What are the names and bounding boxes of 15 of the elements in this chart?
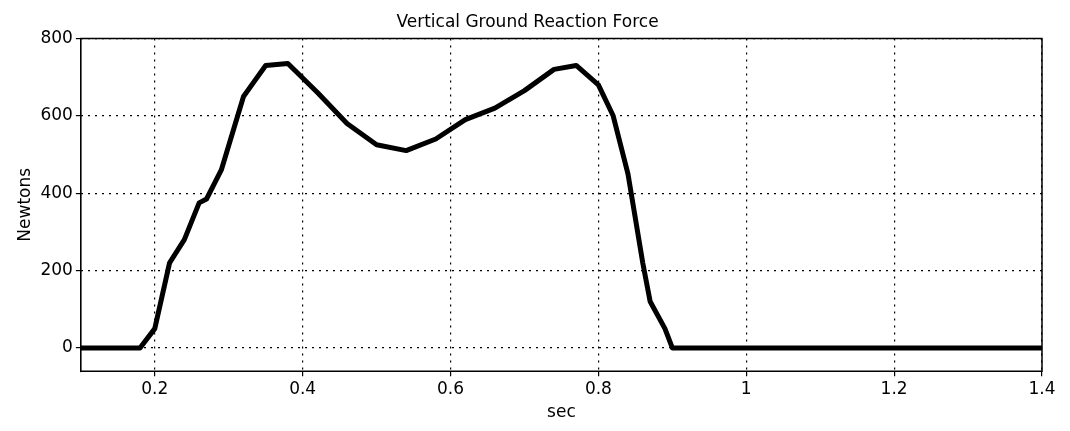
x-tick-label: 1.4 — [1028, 377, 1056, 398]
x-tick-label: 0.8 — [584, 377, 612, 398]
x-tick-label: 1.2 — [880, 377, 908, 398]
x-tick-label: 0.2 — [141, 377, 169, 398]
y-tick-label: 600 — [40, 104, 73, 125]
x-axis-title: sec — [547, 401, 576, 422]
x-tick-label: 0.4 — [289, 377, 317, 398]
x-tick-label: 0.6 — [437, 377, 465, 398]
y-axis-title: Newtons — [13, 167, 34, 242]
y-tick-label: 400 — [40, 181, 73, 202]
chart-title: Vertical Ground Reaction Force — [396, 10, 659, 31]
y-tick-label: 800 — [40, 26, 73, 47]
y-tick-label: 0 — [62, 336, 73, 357]
x-tick-label: 1 — [740, 377, 752, 398]
y-tick-label: 200 — [40, 259, 73, 280]
